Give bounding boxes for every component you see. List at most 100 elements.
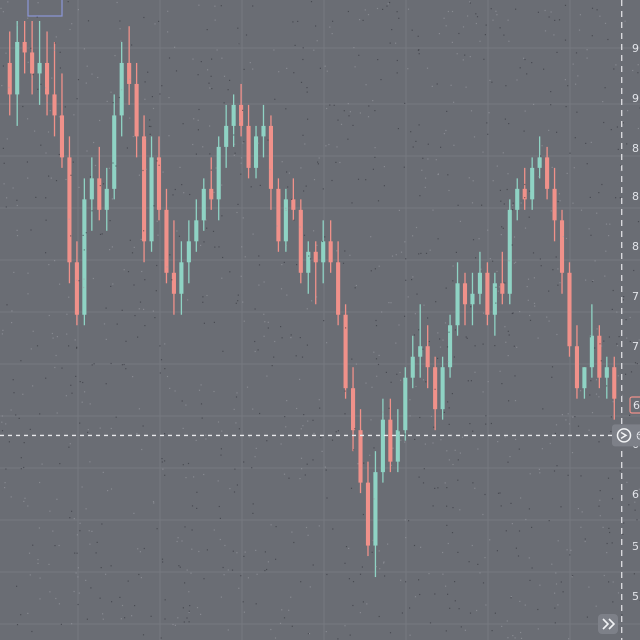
candle-body-up[interactable] [112, 115, 117, 189]
candle-body-up[interactable] [410, 356, 415, 378]
candle-body-up[interactable] [515, 188, 520, 210]
y-axis-tick-label: 8 [632, 240, 639, 253]
candle-body-up[interactable] [530, 167, 535, 200]
candle-body-down[interactable] [350, 388, 356, 431]
arrow-circle-icon[interactable] [616, 428, 632, 443]
candle-body-down[interactable] [97, 178, 102, 210]
candle-body-down[interactable] [52, 94, 57, 116]
candle-body-down[interactable] [298, 209, 303, 273]
y-axis-tick-label: 8 [632, 142, 639, 155]
candle-body-up[interactable] [418, 346, 423, 357]
candle-body-down[interactable] [7, 62, 12, 95]
candle-body-up[interactable] [403, 377, 408, 431]
y-axis-tick-label: 8 [632, 190, 639, 203]
candle-body-up[interactable] [440, 367, 445, 410]
candle-body-down[interactable] [328, 241, 333, 263]
candle-body-down[interactable] [388, 419, 393, 462]
candle-body-down[interactable] [425, 346, 430, 368]
candle-body-up[interactable] [231, 104, 236, 126]
candle-body-down[interactable] [134, 83, 139, 137]
candle-body-down[interactable] [127, 62, 132, 84]
y-axis-tick-label: 7 [632, 340, 639, 353]
candle-body-up[interactable] [15, 41, 20, 95]
y-axis-tick-label: 5 [632, 590, 639, 603]
candle-body-down[interactable] [545, 157, 550, 189]
candle-body-down[interactable] [30, 52, 35, 74]
candle-body-up[interactable] [582, 367, 587, 389]
candle-body-up[interactable] [216, 146, 221, 200]
candle-body-up[interactable] [395, 430, 400, 462]
candle-body-down[interactable] [597, 335, 602, 378]
candle-body-down[interactable] [239, 104, 244, 126]
candle-body-down[interactable] [462, 283, 468, 305]
candle-body-down[interactable] [612, 367, 617, 399]
candle-body-down[interactable] [574, 346, 580, 389]
candle-body-down[interactable] [59, 115, 65, 158]
candle-body-up[interactable] [306, 251, 311, 273]
candle-body-down[interactable] [74, 262, 79, 315]
candle-body-up[interactable] [448, 325, 453, 368]
candle-body-down[interactable] [246, 125, 251, 168]
candle-body-up[interactable] [104, 188, 109, 210]
candle-body-up[interactable] [373, 472, 378, 546]
candle-body-up[interactable] [589, 335, 594, 368]
double-chevron-icon-glyph [602, 618, 616, 630]
candle-body-down[interactable] [209, 188, 214, 200]
candle-body-up[interactable] [89, 178, 94, 200]
candle-body-up[interactable] [283, 199, 288, 242]
candle-body-up[interactable] [37, 62, 42, 74]
candle-body-down[interactable] [567, 272, 572, 347]
candle-body-up[interactable] [470, 293, 475, 305]
candle-body-up[interactable] [119, 62, 124, 116]
candle-body-up[interactable] [224, 125, 229, 147]
candle-body-down[interactable] [365, 482, 371, 546]
y-axis-tick-label: 9 [632, 42, 639, 55]
candle-body-down[interactable] [522, 188, 527, 200]
selection-box[interactable] [27, 0, 63, 17]
candle-body-up[interactable] [380, 419, 385, 473]
price-badge [629, 396, 640, 414]
candle-body-down[interactable] [552, 188, 557, 221]
candle-body-up[interactable] [201, 188, 206, 221]
candle-body-down[interactable] [336, 262, 341, 315]
candle-body-down[interactable] [164, 209, 169, 273]
candle-body-down[interactable] [171, 272, 176, 294]
candle-body-down[interactable] [67, 157, 72, 263]
candle-body-up[interactable] [537, 157, 542, 168]
candle-body-down[interactable] [291, 199, 296, 210]
candle-body-up[interactable] [261, 125, 266, 137]
candle-body-up[interactable] [455, 283, 460, 326]
candle-body-down[interactable] [276, 188, 281, 242]
candle-body-up[interactable] [321, 241, 326, 263]
candle-body-down[interactable] [358, 430, 363, 483]
arrow-circle-icon-glyph [620, 431, 628, 440]
candle-body-up[interactable] [149, 157, 154, 242]
candle-body-down[interactable] [343, 314, 348, 389]
y-axis-tick-label: 9 [632, 92, 639, 105]
candle-body-down[interactable] [500, 283, 505, 294]
candle-body-down[interactable] [559, 220, 565, 273]
candle-body-up[interactable] [477, 272, 482, 294]
candle-body-down[interactable] [142, 136, 147, 242]
candle-body-down[interactable] [44, 62, 50, 95]
candle-body-down[interactable] [433, 367, 438, 410]
candle-body-up[interactable] [507, 209, 512, 294]
candle-body-down[interactable] [22, 41, 27, 53]
y-axis-tick-label: 5 [632, 540, 639, 553]
y-axis-tick-label: 7 [632, 290, 639, 303]
candle-body-up[interactable] [186, 241, 191, 263]
candle-body-up[interactable] [253, 136, 259, 168]
candle-body-up[interactable] [194, 220, 199, 242]
candle-body-up[interactable] [179, 262, 184, 294]
candle-body-down[interactable] [485, 272, 490, 315]
candle-body-down[interactable] [268, 125, 274, 189]
candle-body-down[interactable] [313, 251, 318, 263]
candle-body-up[interactable] [604, 367, 609, 378]
candle-body-up[interactable] [492, 283, 497, 315]
candle-body-up[interactable] [82, 199, 87, 315]
candle-body-down[interactable] [156, 157, 162, 210]
